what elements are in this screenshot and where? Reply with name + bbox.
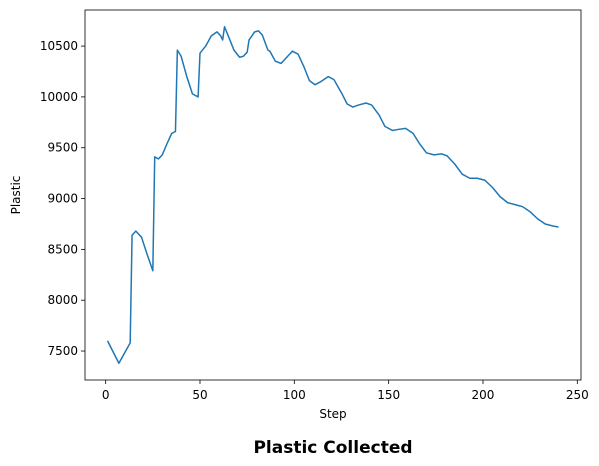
y-tick-label: 10500 — [40, 39, 78, 53]
y-tick-label: 10000 — [40, 90, 78, 104]
plot-frame — [84, 9, 582, 381]
x-tick-label: 150 — [377, 388, 400, 402]
x-axis-label: Step — [319, 407, 346, 421]
y-tick-label: 9000 — [47, 192, 78, 206]
data-line — [106, 26, 559, 364]
x-tick-label: 50 — [192, 388, 207, 402]
y-tick-label: 7500 — [47, 344, 78, 358]
x-tick-label: 250 — [566, 388, 589, 402]
x-tick-label: 200 — [472, 388, 495, 402]
x-tick-label: 100 — [283, 388, 306, 402]
y-axis-label: Plastic — [9, 176, 23, 215]
chart-title: Plastic Collected — [253, 438, 412, 458]
y-tick-label: 8000 — [47, 293, 78, 307]
x-tick-label: 0 — [102, 388, 110, 402]
y-tick-label: 9500 — [47, 141, 78, 155]
y-tick-label: 8500 — [47, 242, 78, 256]
